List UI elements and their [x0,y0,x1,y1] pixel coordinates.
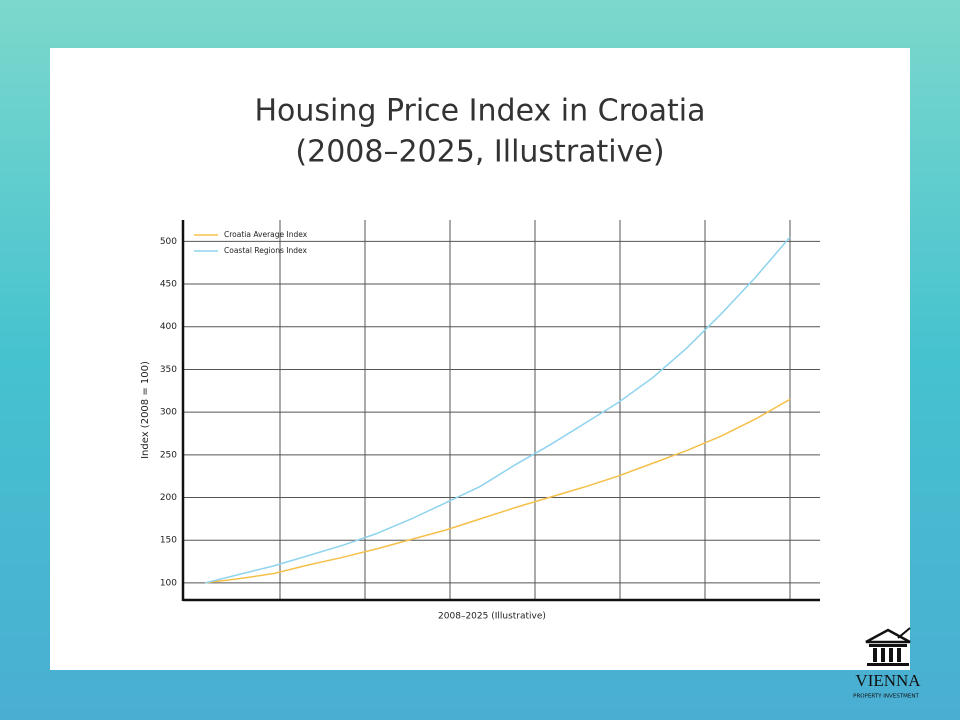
series-line [204,236,791,584]
chart-subtitle: (2008–2025, Illustrative) [295,135,664,170]
legend-label: Coastal Regions Index [224,246,308,255]
y-tick-label: 100 [160,578,177,588]
brand-tagline: PROPERTY INVESTMENT [853,694,919,700]
y-axis-label: Index (2008 = 100) [140,361,151,459]
y-tick-label: 300 [160,408,177,418]
y-tick-label: 250 [160,450,177,460]
vertical-grid [279,220,791,600]
chart-title: Housing Price Index in Croatia [254,94,705,129]
y-tick-label: 500 [160,237,177,247]
y-tick-label: 200 [160,493,177,503]
brand-name: VIENNA [855,671,921,690]
series-line [204,398,791,584]
y-tick-label: 150 [160,536,177,546]
y-tick-label: 350 [160,365,177,375]
legend-label: Croatia Average Index [224,230,308,239]
brand-logo [865,627,911,666]
y-tick-label: 400 [160,322,177,332]
y-tick-label: 450 [160,280,177,290]
card [50,48,910,670]
x-axis-label: 2008–2025 (Illustrative) [438,612,546,622]
